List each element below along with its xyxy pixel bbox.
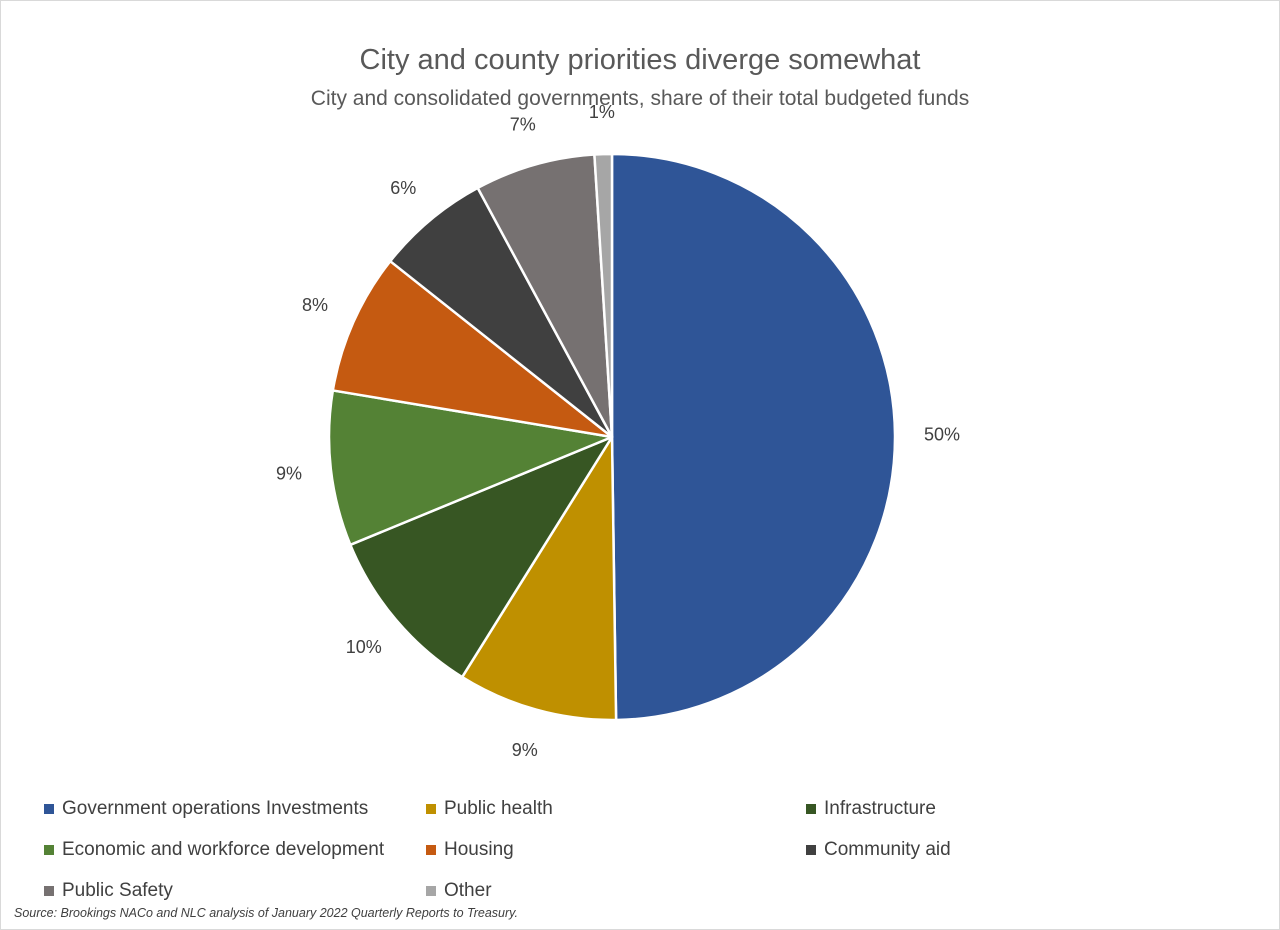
data-label-community-aid: 6% (390, 178, 416, 198)
legend-label: Government operations Investments (62, 797, 369, 819)
chart-legend: Government operations Investments Public … (44, 788, 1244, 911)
pie-slice-public-health (460, 435, 618, 722)
legend-label: Other (444, 879, 492, 901)
pie-slice-economic-and-workforce-development (327, 389, 614, 547)
pie-slice-community-aid (389, 186, 614, 439)
legend-swatch (44, 803, 54, 814)
pie-slice-housing (331, 259, 614, 439)
legend-item-infrastructure: Infrastructure (806, 788, 1206, 829)
legend-item-community-aid: Community aid (806, 829, 1206, 870)
data-label-housing: 8% (302, 295, 328, 315)
pie-slice-other (593, 152, 614, 439)
pie-slice-government-operations-investments (610, 152, 897, 722)
legend-item-economic-and-workforce-development: Economic and workforce development (44, 829, 426, 870)
legend-swatch (426, 885, 436, 896)
legend-item-housing: Housing (426, 829, 806, 870)
legend-swatch (44, 844, 54, 855)
source-note: Source: Brookings NACo and NLC analysis … (14, 906, 518, 920)
legend-label: Economic and workforce development (62, 838, 385, 860)
legend-swatch (426, 803, 436, 814)
legend-item-government-operations-investments: Government operations Investments (44, 788, 426, 829)
legend-item-public-safety: Public Safety (44, 870, 426, 911)
legend-label: Public Safety (62, 879, 173, 901)
data-label-public-health: 9% (512, 740, 538, 760)
legend-swatch (806, 844, 816, 855)
legend-item-other: Other (426, 870, 806, 911)
data-label-other: 1% (589, 102, 615, 122)
legend-label: Public health (444, 797, 553, 819)
legend-swatch (44, 885, 54, 896)
chart-title: City and county priorities diverge somew… (359, 44, 921, 76)
data-label-government-operations-investments: 50% (924, 425, 960, 445)
pie-slice-infrastructure (349, 435, 614, 679)
legend-label: Housing (444, 838, 514, 860)
legend-swatch (806, 803, 816, 814)
legend-label: Community aid (824, 838, 951, 860)
legend-swatch (426, 844, 436, 855)
pie-slice-public-safety (476, 153, 614, 439)
data-label-public-safety: 7% (510, 115, 536, 135)
legend-item-public-health: Public health (426, 788, 806, 829)
data-label-infrastructure: 10% (346, 637, 382, 657)
chart-subtitle: City and consolidated governments, share… (310, 87, 970, 110)
data-label-economic-and-workforce-development: 9% (276, 464, 302, 484)
legend-label: Infrastructure (824, 797, 936, 819)
